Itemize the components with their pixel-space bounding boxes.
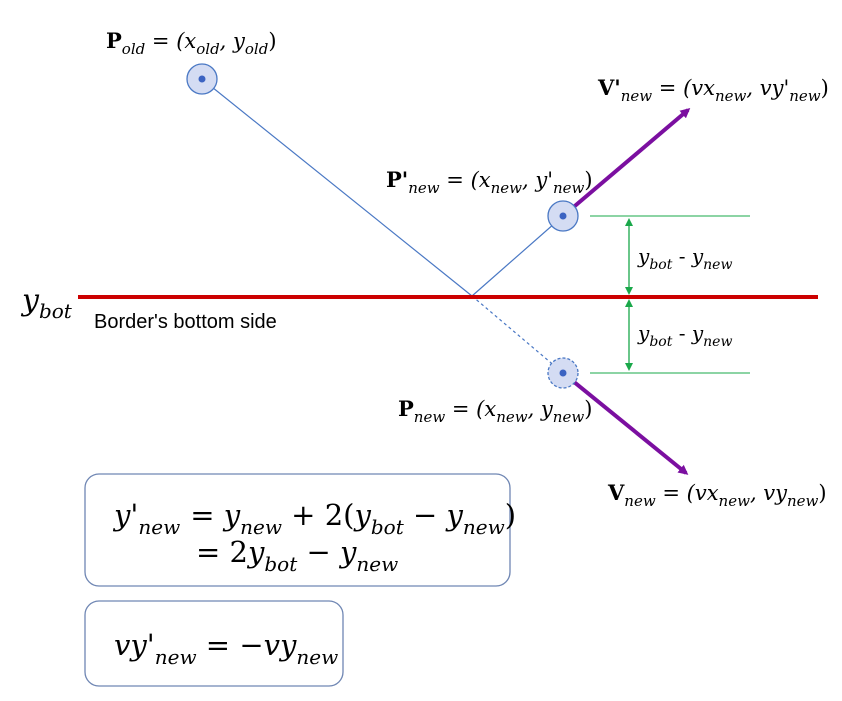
distance-label-upper: ybot - ynew: [637, 244, 732, 273]
label-v-new: Vnew = (vxnew, vynew): [607, 480, 827, 510]
projected-path: [471, 295, 564, 374]
point-p-new: [547, 357, 579, 389]
equation-box-position: [84, 473, 511, 587]
label-p-prime-new: P'new = (xnew, y'new): [386, 167, 593, 197]
border-label: Border's bottom side: [94, 311, 277, 333]
y-bot-symbol: ybot: [20, 283, 73, 323]
label-v-prime-new: V'new = (vxnew, vy'new): [597, 75, 829, 105]
equation-position-line2: = 2ybot − ynew: [196, 535, 398, 576]
equation-box-velocity: [84, 600, 344, 687]
equation-velocity: vy'new = −vynew: [114, 628, 338, 669]
incoming-path: [201, 78, 473, 297]
point-p-prime-new: [547, 200, 579, 232]
vector-v-new: [561, 371, 689, 475]
distance-label-lower: ybot - ynew: [637, 321, 732, 350]
label-p-new: Pnew = (xnew, ynew): [398, 396, 592, 426]
label-p-old: Pold = (xold, yold): [106, 28, 277, 58]
vector-v-prime-new: [561, 108, 691, 218]
equation-position-line1: y'new = ynew + 2(ybot − ynew): [112, 498, 516, 539]
reflected-path: [471, 215, 564, 297]
point-p-old: [186, 63, 218, 95]
